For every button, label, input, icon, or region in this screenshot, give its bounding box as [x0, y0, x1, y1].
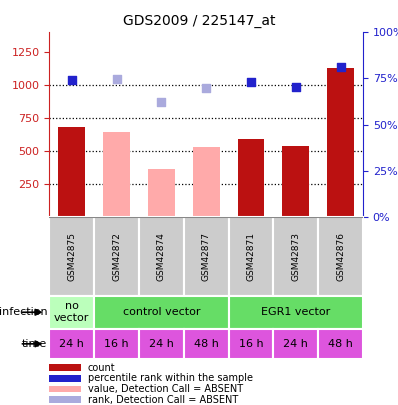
- Bar: [228, 217, 273, 296]
- Bar: [184, 329, 228, 359]
- Point: [203, 85, 209, 91]
- Text: GSM42874: GSM42874: [157, 232, 166, 281]
- Text: no
vector: no vector: [54, 301, 90, 323]
- Point: [158, 99, 164, 105]
- Text: count: count: [88, 363, 115, 373]
- Bar: [94, 296, 228, 329]
- Bar: [49, 296, 94, 329]
- Text: 24 h: 24 h: [149, 339, 174, 349]
- Text: time: time: [22, 339, 47, 349]
- Bar: [49, 329, 94, 359]
- Text: control vector: control vector: [123, 307, 200, 317]
- Text: 48 h: 48 h: [328, 339, 353, 349]
- Text: GSM42873: GSM42873: [291, 232, 300, 281]
- Text: 48 h: 48 h: [194, 339, 219, 349]
- Text: GSM42872: GSM42872: [112, 232, 121, 281]
- Text: value, Detection Call = ABSENT: value, Detection Call = ABSENT: [88, 384, 243, 394]
- Bar: [59, 127, 85, 217]
- Bar: [94, 329, 139, 359]
- Bar: [318, 217, 363, 296]
- Point: [248, 79, 254, 85]
- Text: GSM42876: GSM42876: [336, 232, 345, 281]
- Bar: [327, 68, 354, 217]
- Bar: [49, 396, 81, 403]
- Bar: [193, 147, 220, 217]
- Text: infection: infection: [0, 307, 47, 317]
- Text: percentile rank within the sample: percentile rank within the sample: [88, 373, 252, 383]
- Bar: [228, 329, 273, 359]
- Bar: [318, 329, 363, 359]
- Bar: [139, 329, 184, 359]
- Point: [293, 83, 299, 90]
- Text: rank, Detection Call = ABSENT: rank, Detection Call = ABSENT: [88, 394, 238, 405]
- Bar: [238, 139, 264, 217]
- Text: 16 h: 16 h: [104, 339, 129, 349]
- Text: 24 h: 24 h: [283, 339, 308, 349]
- Bar: [139, 217, 184, 296]
- Point: [113, 75, 120, 82]
- Text: GSM42877: GSM42877: [202, 232, 211, 281]
- Bar: [148, 169, 175, 217]
- Text: GSM42875: GSM42875: [67, 232, 76, 281]
- Bar: [282, 146, 309, 217]
- Point: [338, 64, 344, 70]
- Bar: [49, 375, 81, 382]
- Text: 16 h: 16 h: [239, 339, 263, 349]
- Bar: [273, 329, 318, 359]
- Text: GSM42871: GSM42871: [246, 232, 256, 281]
- Bar: [103, 132, 130, 217]
- Text: EGR1 vector: EGR1 vector: [261, 307, 330, 317]
- Bar: [228, 296, 363, 329]
- Bar: [94, 217, 139, 296]
- Text: GDS2009 / 225147_at: GDS2009 / 225147_at: [123, 15, 275, 28]
- Bar: [273, 217, 318, 296]
- Bar: [49, 364, 81, 371]
- Point: [68, 77, 75, 84]
- Bar: [49, 217, 94, 296]
- Bar: [49, 386, 81, 392]
- Text: 24 h: 24 h: [59, 339, 84, 349]
- Bar: [184, 217, 228, 296]
